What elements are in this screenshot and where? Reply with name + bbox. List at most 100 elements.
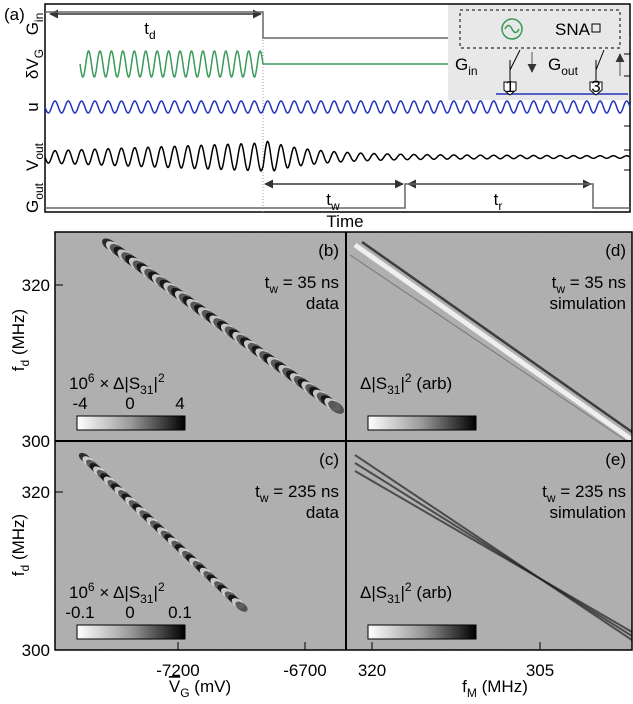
colorbar-label: 106 × Δ|S31|2 (69, 371, 165, 397)
text-part: d (18, 360, 32, 367)
text-part: × Δ|S (95, 583, 141, 602)
detector (591, 23, 601, 33)
panel-label: (a) (4, 5, 25, 24)
text-part: 2 (405, 371, 412, 385)
text-part: = 35 ns (565, 273, 626, 292)
colorbar-label: Δ|S31|2 (arb) (360, 580, 452, 606)
panel-label: (e) (605, 450, 626, 469)
streak (361, 240, 633, 434)
trace-u (44, 100, 631, 114)
text-part: w (259, 491, 269, 505)
x-tick-label: -7200 (156, 661, 199, 680)
panel-label: (c) (319, 450, 339, 469)
text-part: 31 (140, 383, 154, 397)
text-part: 31 (387, 383, 401, 397)
text-part: t (542, 482, 547, 501)
y-tick-label: 300 (22, 641, 50, 660)
trace-label: Gin (23, 13, 46, 36)
text-part: G (455, 55, 468, 74)
colorbar (367, 624, 477, 640)
y-axis-label: fd (MHz) (9, 514, 32, 576)
trace-gout (45, 183, 630, 209)
panel-label: (d) (605, 241, 626, 260)
kind-label: data (306, 294, 340, 313)
trace-dvg (79, 49, 264, 79)
text-part: out (32, 142, 46, 159)
text-part: 6 (88, 580, 95, 594)
port-label: 1 (505, 77, 514, 96)
text-part: M (467, 686, 477, 700)
interval-label: td (144, 19, 155, 42)
streak (354, 454, 633, 641)
blob (235, 601, 248, 612)
text-part: | (400, 583, 404, 602)
streak (354, 462, 633, 637)
text-part: (MHz) (9, 514, 28, 565)
text-part: d (149, 28, 156, 42)
text-part: (mV) (190, 677, 232, 696)
text-part: 2 (405, 580, 412, 594)
text-part: t (144, 19, 149, 38)
trace-vout (44, 140, 631, 172)
text-part: out (561, 64, 578, 78)
x-tick-label: -6700 (283, 661, 326, 680)
text-part: = 35 ns (278, 273, 339, 292)
trace-label: Gout (23, 182, 46, 213)
x-axis-label: fM (MHz) (462, 677, 528, 700)
colorbar-label: Δ|S31|2 (arb) (360, 371, 452, 397)
text-part: 2 (158, 580, 165, 594)
text-part: | (400, 374, 404, 393)
text-part: f (9, 366, 28, 371)
inset-box (459, 9, 621, 49)
text-part: t (552, 273, 557, 292)
trace-label: Vout (23, 142, 46, 171)
text-part: | (154, 374, 158, 393)
text-part: 10 (69, 583, 88, 602)
trace-label: u (23, 102, 42, 111)
text-part: w (268, 282, 278, 296)
inset-label: SNA (555, 20, 591, 39)
x-label: Time (326, 212, 363, 231)
kind-label: simulation (549, 503, 626, 522)
x-tick-label: 305 (526, 661, 554, 680)
port-label: 3 (591, 77, 600, 96)
tw-label: tw = 235 ns (542, 482, 626, 505)
tw-label: tw = 235 ns (255, 482, 339, 505)
kind-label: simulation (549, 294, 626, 313)
text-part: t (255, 482, 260, 501)
y-axis-label: fd (MHz) (9, 309, 32, 371)
switch-out (595, 49, 605, 80)
text-part: 2 (158, 371, 165, 385)
text-part: G (180, 686, 189, 700)
streak (353, 242, 633, 443)
text-part: out (32, 182, 46, 199)
text-part: G (32, 49, 46, 58)
text-part: 10 (69, 374, 88, 393)
tw-label: tw = 35 ns (552, 273, 626, 296)
text-part: w (330, 199, 340, 213)
colorbar (367, 415, 477, 431)
text-part: t (494, 190, 499, 209)
source-icon (501, 18, 523, 40)
x-tick-label: 320 (358, 661, 386, 680)
colorbar-label: 106 × Δ|S31|2 (69, 580, 165, 606)
text-part: (MHz) (9, 309, 28, 360)
y-tick-label: 320 (22, 276, 50, 295)
colorbar-tick: 0 (125, 603, 134, 622)
source-wave (504, 24, 520, 34)
text-part: = 235 ns (556, 482, 626, 501)
trace-label: δVG (23, 49, 46, 79)
text-part: 31 (140, 592, 154, 606)
interval-label: tw (326, 190, 340, 213)
text-part: (MHz) (477, 677, 528, 696)
colorbar (76, 415, 186, 431)
text-part: f (462, 677, 467, 696)
text-part: G (23, 22, 42, 35)
colorbar-tick: 0.1 (168, 603, 192, 622)
colorbar-tick: -4 (72, 394, 87, 413)
text-part: in (468, 64, 477, 78)
kind-label: data (306, 503, 340, 522)
x-axis-label: VG (mV) (169, 677, 231, 700)
colorbar (76, 624, 186, 640)
